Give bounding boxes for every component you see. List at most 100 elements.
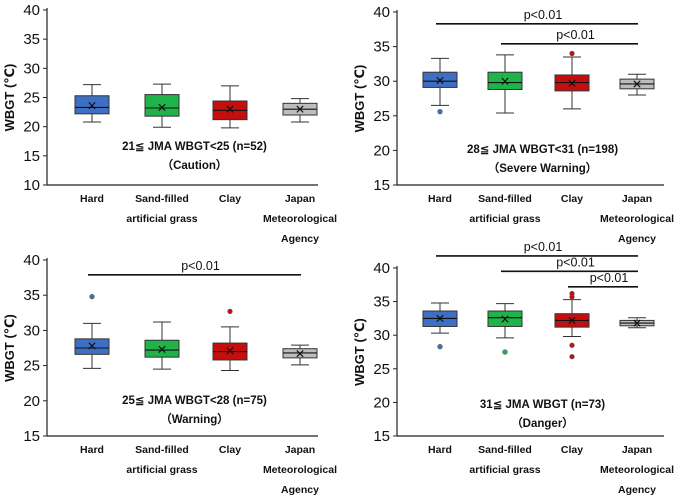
significance-label: p<0.01	[181, 259, 220, 273]
x-category-label: Meteorological	[600, 213, 674, 225]
x-category-label: Sand-filled	[478, 193, 532, 205]
mean-marker	[158, 345, 166, 354]
panel-title: 25≦ JMA WBGT<28 (n=75)	[122, 395, 267, 407]
panel-title: 31≦ JMA WBGT (n=73)	[480, 399, 605, 411]
y-tick-label: 40	[23, 252, 40, 269]
x-category-label: Japan	[285, 444, 315, 456]
x-category-label: artificial grass	[126, 213, 197, 225]
x-category-label: Japan	[622, 193, 652, 205]
x-category-label: Japan	[285, 193, 315, 205]
box-iqr	[74, 95, 110, 115]
x-category-label: Sand-filled	[478, 444, 532, 456]
y-tick-label: 25	[23, 358, 40, 375]
mean-marker	[501, 315, 509, 323]
box-series-0	[422, 57, 458, 115]
panel-subtitle: （Warning）	[160, 412, 229, 426]
y-tick-label: 25	[373, 361, 390, 378]
y-tick-label: 20	[373, 394, 390, 411]
outlier-point	[437, 109, 443, 115]
y-tick-label: 25	[23, 90, 40, 107]
x-category-label: Clay	[219, 193, 241, 205]
chart-panel-p2: 15 20 25 30 35 40 WBGT (℃) Hard Sand-filled artif…	[352, 4, 674, 245]
mean-marker	[88, 102, 96, 110]
significance-label: p<0.01	[524, 240, 563, 254]
y-tick-label: 35	[23, 31, 40, 48]
box-series-3	[282, 344, 318, 366]
x-category-label: Hard	[80, 193, 104, 205]
box-series-0	[74, 294, 110, 369]
y-axis-title: WBGT (℃)	[2, 64, 17, 132]
y-tick-label: 15	[23, 148, 40, 165]
y-axis-title: WBGT (℃)	[2, 314, 17, 382]
y-tick-label: 15	[23, 428, 40, 445]
y-tick-label: 20	[23, 119, 40, 136]
box-series-2	[212, 85, 248, 129]
x-category-label: Agency	[281, 233, 319, 245]
x-category-label: artificial grass	[469, 464, 540, 476]
mean-marker	[158, 103, 166, 112]
y-tick-label: 15	[373, 428, 390, 445]
y-tick-label: 30	[373, 327, 390, 344]
x-category-label: Meteorological	[263, 213, 337, 225]
mean-marker	[296, 105, 304, 113]
panel-title: 21≦ JMA WBGT<25 (n=52)	[122, 141, 267, 153]
mean-marker	[633, 80, 641, 88]
box-series-2	[554, 290, 590, 360]
box-series-1	[487, 54, 523, 114]
y-tick-label: 15	[373, 177, 390, 194]
y-tick-label: 35	[373, 39, 390, 56]
x-category-label: Hard	[428, 444, 452, 456]
y-axis-title: WBGT (℃)	[352, 318, 367, 386]
x-category-label: Meteorological	[600, 464, 674, 476]
x-category-label: artificial grass	[469, 213, 540, 225]
y-tick-label: 10	[23, 177, 40, 194]
x-category-label: Clay	[561, 444, 583, 456]
significance-label: p<0.01	[556, 255, 595, 269]
outlier-point	[569, 354, 575, 360]
mean-marker	[436, 314, 444, 323]
y-tick-label: 30	[23, 60, 40, 77]
box-series-2	[554, 50, 590, 110]
x-category-label: Agency	[618, 484, 656, 496]
x-category-label: Japan	[622, 444, 652, 456]
mean-marker	[436, 76, 444, 85]
mean-marker	[226, 105, 234, 113]
panel-title: 28≦ JMA WBGT<31 (n=198)	[467, 144, 618, 156]
x-category-label: Agency	[281, 484, 319, 496]
mean-marker	[296, 350, 304, 358]
chart-panel-p1: 10 15 20 25 30 35 40 WBGT (℃) Hard Sand-filled art…	[2, 2, 337, 245]
panel-subtitle: （Caution）	[162, 158, 228, 172]
y-tick-label: 20	[23, 393, 40, 410]
x-category-label: Hard	[80, 444, 104, 456]
mean-marker	[501, 77, 509, 85]
y-tick-label: 40	[373, 260, 390, 277]
panel-subtitle: （Severe Warning）	[488, 161, 598, 175]
significance-label: p<0.01	[556, 28, 595, 42]
y-tick-label: 40	[373, 4, 390, 21]
y-tick-label: 35	[373, 294, 390, 311]
mean-marker	[568, 79, 576, 87]
y-axis-title: WBGT (℃)	[352, 65, 367, 133]
y-tick-label: 30	[373, 73, 390, 90]
box-series-0	[422, 302, 458, 350]
y-tick-label: 40	[23, 2, 40, 19]
box-series-1	[144, 83, 180, 128]
chart-panel-p3: 15 20 25 30 35 40 WBGT (℃) Hard Sand-filled artif…	[2, 252, 337, 496]
box-series-0	[74, 84, 110, 123]
outlier-point	[502, 349, 508, 355]
box-series-3	[619, 317, 655, 329]
outlier-point	[89, 294, 95, 300]
box-series-2	[212, 308, 248, 372]
x-category-label: Clay	[219, 444, 241, 456]
box-series-3	[282, 98, 318, 123]
outlier-point	[569, 342, 575, 348]
x-category-label: Sand-filled	[135, 193, 189, 205]
significance-label: p<0.01	[590, 271, 629, 285]
box-series-1	[487, 303, 523, 355]
y-tick-label: 35	[23, 287, 40, 304]
mean-marker	[88, 342, 96, 350]
outlier-point	[569, 290, 575, 297]
mean-marker	[226, 347, 234, 355]
box-iqr	[144, 94, 180, 117]
